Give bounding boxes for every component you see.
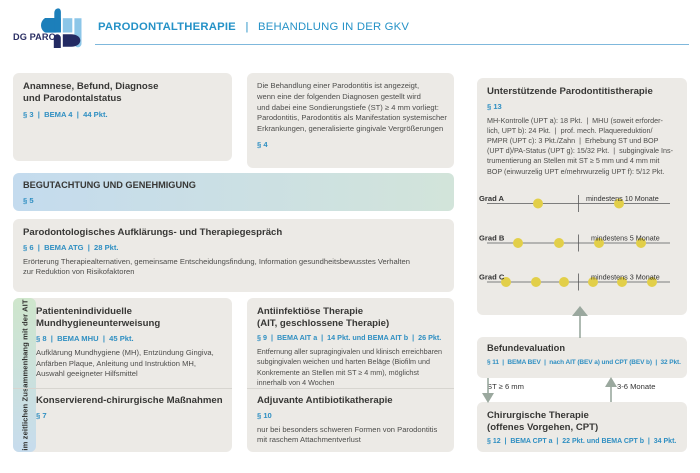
svg-text:mindestens 3 Monate: mindestens 3 Monate [591,273,660,282]
svg-text:Grad B: Grad B [479,234,505,243]
svg-text:Grad A: Grad A [479,194,505,203]
svg-text:mindestens 10 Monate: mindestens 10 Monate [586,194,659,203]
svg-text:Grad C: Grad C [479,273,505,282]
svg-text:mindestens 5 Monate: mindestens 5 Monate [591,234,660,243]
